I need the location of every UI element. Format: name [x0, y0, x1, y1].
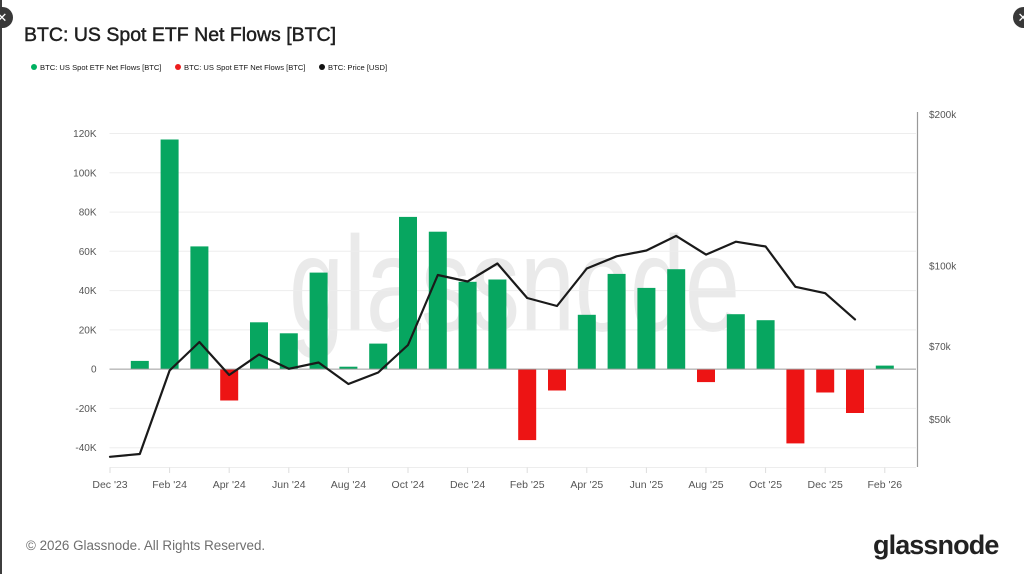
svg-text:Oct '24: Oct '24: [392, 479, 425, 491]
svg-text:$100k: $100k: [929, 261, 957, 272]
svg-text:Aug '25: Aug '25: [688, 479, 723, 491]
svg-text:Feb '24: Feb '24: [152, 479, 187, 491]
svg-text:Aug '24: Aug '24: [331, 479, 366, 491]
svg-text:120K: 120K: [73, 129, 97, 140]
svg-text:60K: 60K: [79, 247, 97, 258]
svg-text:Dec '25: Dec '25: [808, 479, 843, 491]
svg-text:Feb '26: Feb '26: [867, 479, 902, 491]
svg-text:$50k: $50k: [929, 415, 952, 426]
svg-text:-20K: -20K: [75, 404, 96, 415]
svg-text:Jun '25: Jun '25: [630, 479, 664, 491]
svg-text:Apr '24: Apr '24: [213, 479, 246, 491]
svg-text:Dec '24: Dec '24: [450, 479, 485, 491]
svg-text:Oct '25: Oct '25: [749, 479, 782, 491]
svg-text:Feb '25: Feb '25: [510, 479, 545, 491]
svg-text:0: 0: [91, 365, 97, 376]
svg-text:20K: 20K: [79, 325, 97, 336]
svg-text:Apr '25: Apr '25: [570, 479, 603, 491]
svg-text:40K: 40K: [79, 286, 97, 297]
svg-text:80K: 80K: [79, 208, 97, 219]
svg-text:$200k: $200k: [929, 110, 957, 121]
svg-text:Jun '24: Jun '24: [272, 479, 306, 491]
svg-text:$70k: $70k: [929, 342, 952, 353]
svg-text:100K: 100K: [73, 168, 97, 179]
svg-text:-40K: -40K: [75, 443, 96, 454]
svg-text:Dec '23: Dec '23: [92, 479, 127, 491]
